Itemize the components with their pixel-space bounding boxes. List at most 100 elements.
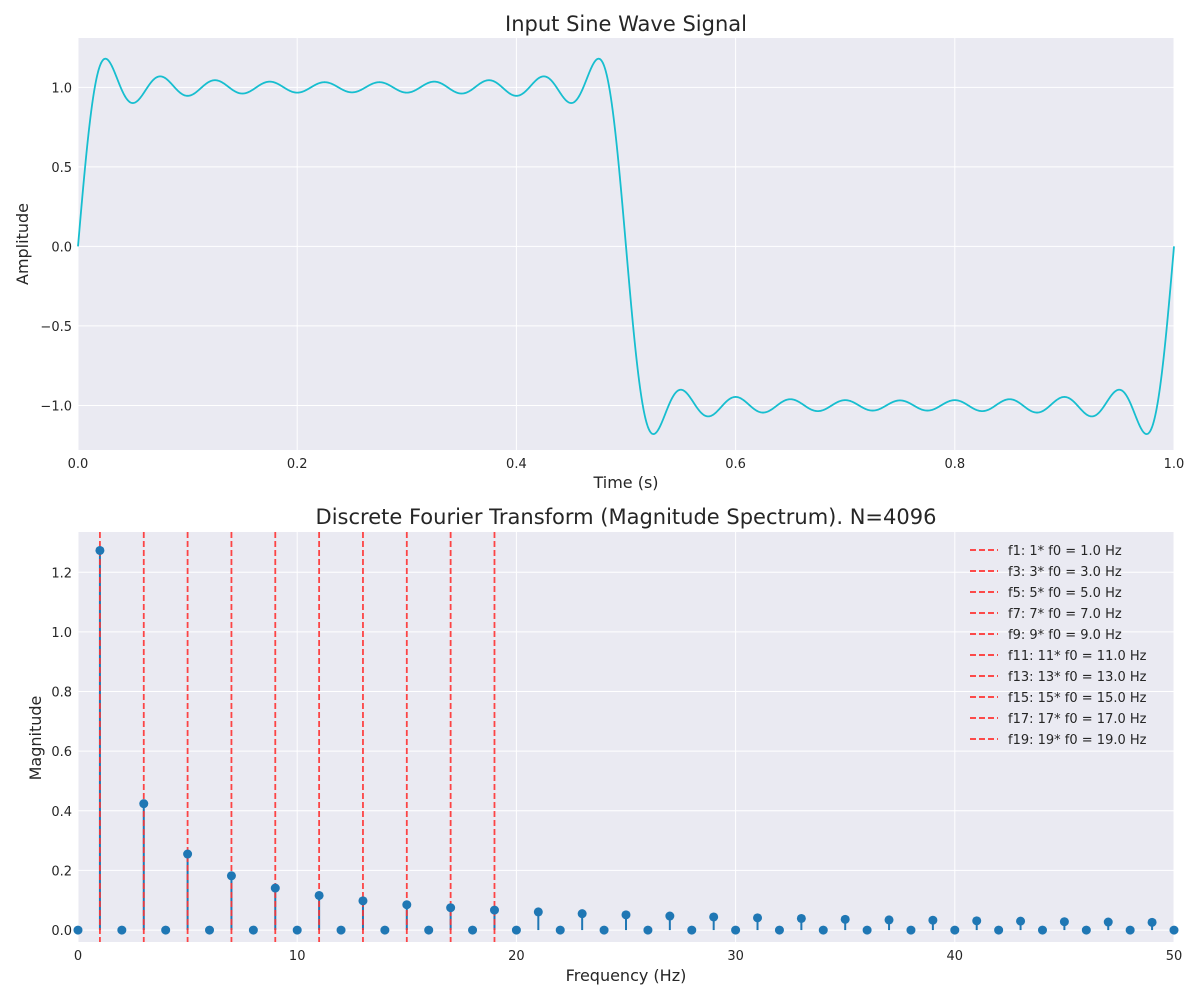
spectrum-point	[731, 925, 741, 935]
spectrum-y-tick-label: 0.0	[51, 924, 72, 939]
legend-entry: f15: 15* f0 = 15.0 Hz	[1008, 691, 1147, 706]
spectrum-y-tick-label: 0.6	[51, 745, 72, 760]
legend-entry: f7: 7* f0 = 7.0 Hz	[1008, 607, 1122, 622]
spectrum-point	[774, 925, 784, 935]
spectrum-point	[643, 925, 653, 935]
spectrum-chart-title: Discrete Fourier Transform (Magnitude Sp…	[316, 505, 937, 529]
spectrum-point	[248, 925, 258, 935]
spectrum-point	[402, 900, 412, 910]
signal-y-tick-label: 0.0	[51, 240, 72, 255]
legend-entry: f17: 17* f0 = 17.0 Hz	[1008, 712, 1147, 727]
spectrum-point	[1125, 925, 1135, 935]
legend-entry: f3: 3* f0 = 3.0 Hz	[1008, 565, 1122, 580]
signal-y-tick-label: −1.0	[40, 399, 72, 414]
spectrum-point	[621, 910, 631, 920]
spectrum-point	[183, 849, 193, 859]
signal-x-tick-label: 0.4	[506, 457, 527, 472]
legend-entry: f13: 13* f0 = 13.0 Hz	[1008, 670, 1147, 685]
signal-x-tick-label: 0.2	[287, 457, 308, 472]
spectrum-x-tick-label: 0	[74, 949, 82, 964]
spectrum-point	[380, 925, 390, 935]
spectrum-point	[226, 871, 236, 881]
signal-x-axis-label: Time (s)	[592, 473, 658, 492]
spectrum-point	[665, 911, 675, 921]
spectrum-point	[336, 925, 346, 935]
spectrum-point	[1059, 917, 1069, 927]
spectrum-point	[906, 925, 916, 935]
spectrum-point	[753, 913, 763, 923]
spectrum-point	[818, 925, 828, 935]
spectrum-y-tick-label: 1.2	[51, 566, 72, 581]
spectrum-point	[424, 925, 434, 935]
spectrum-point	[1147, 917, 1157, 927]
signal-x-tick-label: 0.6	[725, 457, 746, 472]
signal-chart-title: Input Sine Wave Signal	[505, 12, 747, 36]
spectrum-point	[446, 903, 456, 913]
spectrum-x-tick-label: 30	[727, 949, 744, 964]
signal-chart: 0.0 0.2 0.4 0.6 0.8 1.0 −1.0 −0.5 0.0 0.5 1.0 Inpu…	[13, 12, 1184, 492]
spectrum-point	[73, 925, 83, 935]
spectrum-x-tick-label: 50	[1166, 949, 1183, 964]
signal-y-tick-label: −0.5	[40, 320, 72, 335]
spectrum-point	[1081, 925, 1091, 935]
legend-entry: f1: 1* f0 = 1.0 Hz	[1008, 544, 1122, 559]
spectrum-point	[468, 925, 478, 935]
legend-entry: f9: 9* f0 = 9.0 Hz	[1008, 628, 1122, 643]
spectrum-x-axis-label: Frequency (Hz)	[566, 966, 687, 985]
spectrum-grid	[77, 532, 1175, 942]
signal-y-tick-label: 0.5	[51, 161, 72, 176]
spectrum-y-axis-label: Magnitude	[26, 696, 45, 781]
spectrum-x-tick-label: 10	[289, 949, 306, 964]
spectrum-point	[1016, 916, 1026, 926]
signal-line	[77, 57, 1175, 435]
spectrum-point	[994, 925, 1004, 935]
signal-y-axis-label: Amplitude	[13, 203, 32, 285]
signal-y-tick-label: 1.0	[51, 81, 72, 96]
spectrum-x-tick-label: 40	[947, 949, 964, 964]
spectrum-point	[139, 799, 149, 809]
spectrum-y-tick-label: 1.0	[51, 626, 72, 641]
signal-x-tick-label: 0.0	[68, 457, 89, 472]
spectrum-x-tick-label: 20	[508, 949, 525, 964]
spectrum-point	[533, 907, 543, 917]
legend-entry: f19: 19* f0 = 19.0 Hz	[1008, 733, 1147, 748]
spectrum-point	[687, 925, 697, 935]
spectrum-point	[840, 914, 850, 924]
spectrum-point	[796, 913, 806, 923]
spectrum-point	[1037, 925, 1047, 935]
spectrum-y-tick-label: 0.4	[51, 805, 72, 820]
spectrum-y-tick-label: 0.8	[51, 686, 72, 701]
spectrum-y-tick-label: 0.2	[51, 864, 72, 879]
signal-grid	[77, 38, 1175, 450]
spectrum-point	[117, 925, 127, 935]
spectrum-point	[862, 925, 872, 935]
spectrum-point	[709, 912, 719, 922]
spectrum-point	[928, 915, 938, 925]
spectrum-point	[950, 925, 960, 935]
signal-x-tick-label: 1.0	[1164, 457, 1185, 472]
spectrum-legend: f1: 1* f0 = 1.0 Hz f3: 3* f0 = 3.0 Hz f5: …	[970, 544, 1147, 748]
spectrum-plot-area	[78, 532, 1174, 942]
spectrum-point	[314, 890, 324, 900]
spectrum-point	[270, 883, 280, 893]
signal-plot	[77, 57, 1175, 435]
spectrum-chart: 0 10 20 30 40 50 0.0 0.2 0.4 0.6 0.8 1.0 1.2 Discret…	[26, 505, 1182, 985]
legend-entry: f5: 5* f0 = 5.0 Hz	[1008, 586, 1122, 601]
spectrum-point	[205, 925, 215, 935]
spectrum-point	[161, 925, 171, 935]
spectrum-point	[555, 925, 565, 935]
signal-tick-labels: 0.0 0.2 0.4 0.6 0.8 1.0 −1.0 −0.5 0.0 0.5 1.0	[40, 81, 1184, 472]
spectrum-point	[884, 915, 894, 925]
spectrum-point	[1103, 917, 1113, 927]
spectrum-point	[358, 896, 368, 906]
spectrum-point	[1169, 925, 1179, 935]
spectrum-point	[577, 909, 587, 919]
spectrum-tick-labels: 0 10 20 30 40 50 0.0 0.2 0.4 0.6 0.8 1.0 1.2	[51, 566, 1182, 964]
spectrum-point	[292, 925, 302, 935]
spectrum-plot	[73, 532, 1179, 942]
signal-x-tick-label: 0.8	[944, 457, 965, 472]
spectrum-point	[95, 545, 105, 555]
spectrum-point	[511, 925, 521, 935]
spectrum-point	[599, 925, 609, 935]
